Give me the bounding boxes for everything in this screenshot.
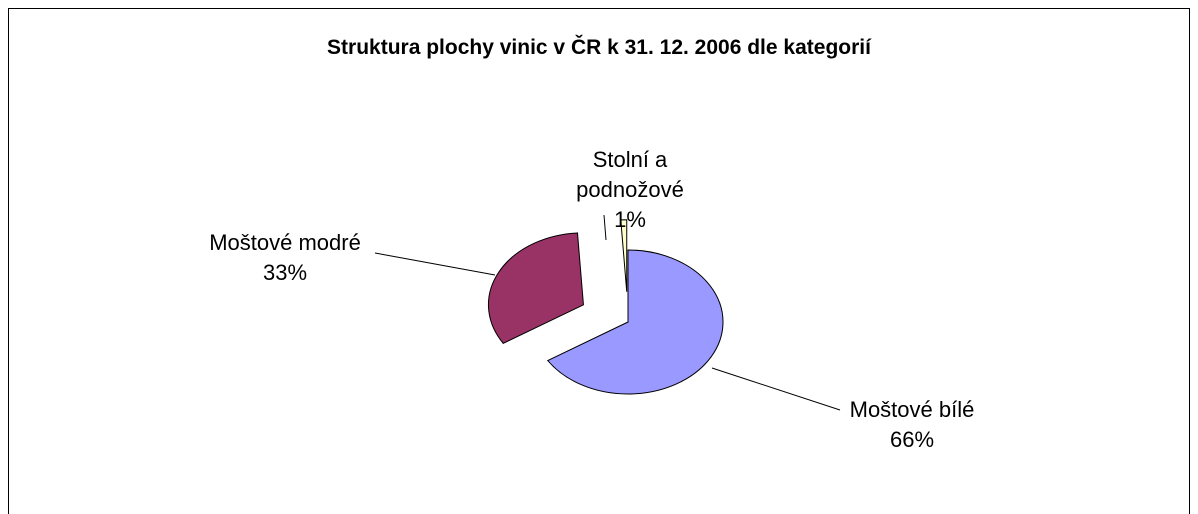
chart-frame bbox=[8, 8, 1190, 514]
pie-slice bbox=[620, 219, 628, 292]
slice-value-label: 33% bbox=[262, 260, 308, 285]
slice-label: Stolní a podnožové bbox=[576, 147, 684, 202]
slice-label: Moštové modré bbox=[209, 230, 361, 255]
slice-value-label: 66% bbox=[889, 427, 935, 452]
slice-label: Moštové bílé bbox=[849, 397, 975, 422]
chart-title: Struktura plochy vinic v ČR k 31. 12. 20… bbox=[327, 36, 871, 59]
leader-line bbox=[374, 252, 496, 276]
slice-value-label: 1% bbox=[614, 207, 646, 232]
leader-line bbox=[603, 214, 607, 241]
leader-line bbox=[711, 367, 841, 411]
pie-slice bbox=[487, 232, 584, 344]
pie-slice bbox=[546, 249, 724, 395]
